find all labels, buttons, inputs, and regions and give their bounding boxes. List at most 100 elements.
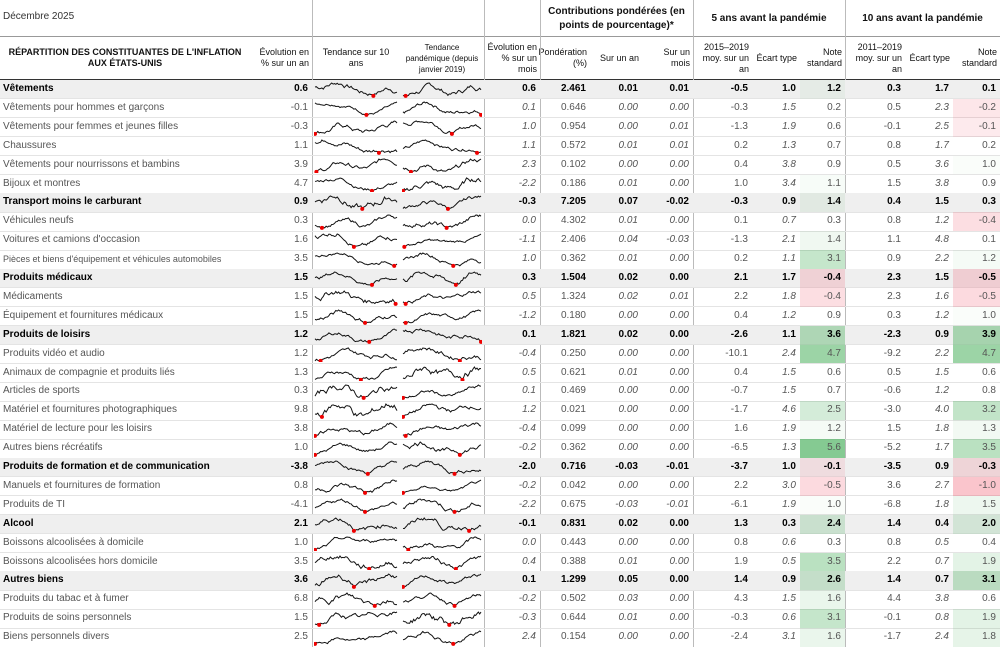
row-band	[0, 80, 1000, 99]
value-cell: 0.1	[522, 101, 536, 113]
value-cell: 0.00	[669, 347, 689, 359]
value-cell: -10.1	[725, 347, 748, 359]
sparkline	[314, 176, 398, 193]
row-rule	[0, 476, 1000, 478]
sparkline	[402, 157, 482, 174]
value-cell: -1.7	[883, 631, 901, 643]
sparkline	[314, 403, 398, 420]
value-cell: 0.04	[618, 234, 638, 246]
row-name: Animaux de compagnie et produits liés	[3, 366, 175, 378]
value-cell: 1.9	[782, 423, 796, 435]
column-header: 2011–2019 moy. sur un an	[855, 41, 902, 74]
value-cell: 0.01	[618, 555, 638, 567]
value-cell: 1.2	[953, 250, 1000, 269]
value-cell: 9.8	[294, 404, 308, 416]
row-rule	[0, 306, 1000, 308]
value-cell: 0.186	[560, 177, 586, 189]
sparkline	[402, 176, 482, 193]
value-cell: 1.324	[560, 290, 586, 302]
sparkline	[402, 441, 482, 457]
value-cell: -0.3	[290, 120, 308, 132]
value-cell: -0.2	[518, 479, 536, 491]
value-cell: 2.2	[734, 290, 748, 302]
sparkline	[402, 309, 482, 325]
value-cell: -0.5	[953, 269, 1000, 288]
value-cell: -4.1	[290, 498, 308, 510]
value-cell: 1.3	[782, 442, 796, 454]
row-name: Produits de soins personnels	[3, 612, 132, 624]
sparkline	[314, 214, 398, 231]
header-rule	[0, 36, 1000, 37]
sparkline	[402, 536, 482, 552]
value-cell: 3.6	[935, 158, 949, 170]
row-rule	[0, 589, 1000, 591]
value-cell: 2.3	[887, 290, 901, 302]
sparkline	[402, 233, 482, 250]
sparkline	[402, 460, 482, 476]
value-cell: 1.6	[935, 290, 949, 302]
column-rule	[484, 0, 485, 647]
value-cell: 4.7	[953, 344, 1000, 364]
value-cell: 1.0	[294, 442, 308, 454]
value-cell: 4.6	[782, 404, 796, 416]
row-rule	[0, 552, 1000, 553]
value-cell: 0.8	[887, 139, 901, 151]
row-rule	[0, 381, 1000, 383]
value-cell: 3.6	[294, 574, 308, 586]
header-rule	[0, 79, 1000, 80]
value-cell: 1.8	[782, 290, 796, 302]
row-name: Manuels et fournitures de formation	[3, 479, 161, 491]
value-cell: 2.1	[782, 234, 796, 246]
sparkline	[402, 120, 482, 136]
row-name: Produits médicaux	[3, 272, 93, 283]
sparkline	[314, 460, 398, 476]
row-name: Vêtements pour femmes et jeunes filles	[3, 120, 179, 132]
row-name: Véhicules neufs	[3, 215, 74, 227]
row-name: Articles de sports	[3, 385, 80, 397]
value-cell: -0.1	[800, 458, 845, 477]
value-cell: 1.5	[294, 272, 308, 283]
value-cell: 0.154	[560, 631, 586, 643]
value-cell: 2.4	[800, 514, 845, 534]
value-cell: 3.5	[953, 439, 1000, 458]
sparkline	[402, 498, 482, 514]
value-cell: 0.00	[618, 536, 638, 548]
value-cell: 0.388	[560, 555, 586, 567]
value-cell: 2.461	[560, 83, 586, 94]
value-cell: 0.00	[669, 479, 689, 491]
value-cell: 1.9	[782, 498, 796, 510]
value-cell: 0.2	[734, 139, 748, 151]
value-cell: 0.021	[560, 404, 586, 416]
value-cell: 0.8	[887, 215, 901, 227]
value-cell: 0.5	[887, 158, 901, 170]
value-cell: 1.5	[294, 612, 308, 624]
row-rule	[0, 438, 1000, 440]
sparkline	[314, 120, 398, 136]
value-cell: 1.4	[800, 231, 845, 251]
value-cell: 4.0	[935, 404, 949, 416]
sparkline	[314, 82, 398, 98]
value-cell: 0.102	[560, 158, 586, 170]
sparkline	[314, 101, 398, 117]
value-cell: 1.1	[782, 328, 796, 340]
value-cell: 2.4	[522, 631, 536, 643]
value-cell: 0.9	[827, 158, 841, 170]
value-cell: 0.00	[669, 555, 689, 567]
value-cell: 0.00	[669, 593, 689, 605]
value-cell: 0.00	[618, 309, 638, 321]
row-band	[0, 571, 1000, 591]
value-cell: 1.0	[734, 177, 748, 189]
value-cell: 1.0	[522, 120, 536, 132]
row-name: Produits du tabac et à fumer	[3, 593, 129, 605]
value-cell: 0.8	[935, 612, 949, 624]
row-rule	[0, 627, 1000, 629]
value-cell: 0.9	[935, 328, 949, 340]
row-name: Bijoux et montres	[3, 177, 81, 189]
row-band	[0, 325, 1000, 345]
value-cell: -1.1	[518, 234, 536, 246]
value-cell: 1.0	[522, 253, 536, 265]
value-cell: 3.8	[935, 177, 949, 189]
value-cell: 0.7	[935, 555, 949, 567]
value-cell: 0.02	[618, 290, 638, 302]
value-cell: 0.1	[522, 385, 536, 397]
